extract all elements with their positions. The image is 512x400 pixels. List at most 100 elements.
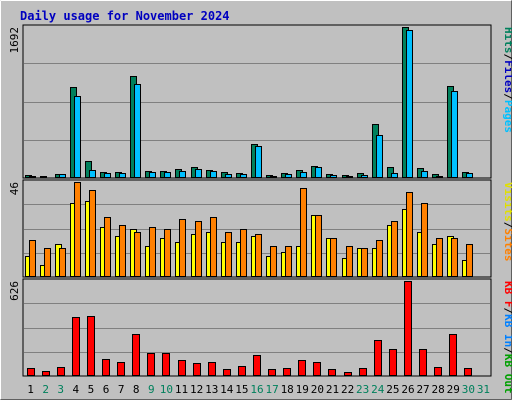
bar-kb-f-day-10 [162, 353, 170, 376]
bar-kb-f-day-5 [87, 316, 95, 376]
bar-kb-f-day-11 [178, 360, 186, 376]
bar-sites-day-13 [210, 217, 217, 277]
panel-legend: Visits/Sites [502, 182, 512, 262]
bar-files-day-15 [240, 174, 247, 178]
x-tick-label-day-8: 8 [133, 383, 140, 396]
bar-files-day-9 [149, 172, 156, 178]
legend-entry: / [502, 347, 512, 354]
bar-kb-f-day-1 [27, 368, 35, 376]
bar-sites-day-17 [270, 246, 277, 277]
legend-entry: KB In [502, 314, 512, 347]
bar-sites-day-22 [346, 246, 353, 277]
legend-entry: Hits [502, 27, 512, 54]
bar-sites-day-1 [29, 240, 36, 277]
bar-kb-f-day-17 [268, 369, 276, 376]
bar-files-day-13 [210, 171, 217, 178]
x-tick-label-day-30: 30 [462, 383, 475, 396]
x-tick-label-day-10: 10 [160, 383, 173, 396]
bar-sites-day-14 [225, 232, 232, 277]
bar-kb-f-day-25 [389, 349, 397, 376]
bar-kb-f-day-22 [344, 372, 352, 376]
bar-kb-f-day-21 [328, 369, 336, 376]
bar-sites-day-12 [195, 221, 202, 277]
bar-files-day-11 [179, 171, 186, 178]
bar-kb-f-day-16 [253, 355, 261, 376]
legend-entry: Files [502, 60, 512, 93]
bar-files-day-27 [421, 171, 428, 178]
bar-sites-day-21 [330, 238, 337, 277]
x-tick-label-day-19: 19 [296, 383, 309, 396]
bar-sites-day-26 [406, 192, 413, 277]
bar-files-day-20 [315, 167, 322, 178]
panel-legend: Hits/Files/Pages [502, 27, 512, 133]
x-tick-label-day-26: 26 [401, 383, 414, 396]
legend-entry: Visits [502, 182, 512, 222]
bar-files-day-5 [89, 170, 96, 178]
bar-files-day-30 [466, 173, 473, 178]
legend-entry: Sites [502, 228, 512, 261]
bar-kb-f-day-23 [359, 368, 367, 376]
bar-files-day-23 [361, 175, 368, 178]
bar-hits-day-2 [40, 176, 47, 178]
x-tick-label-day-2: 2 [42, 383, 49, 396]
bar-kb-f-day-30 [464, 368, 472, 376]
legend-entry: Pages [502, 100, 512, 133]
x-tick-label-day-14: 14 [220, 383, 234, 396]
x-tick-label-day-23: 23 [356, 383, 369, 396]
bar-sites-day-11 [179, 219, 186, 277]
bar-kb-f-day-12 [193, 363, 201, 376]
bar-files-day-16 [255, 146, 262, 178]
bar-files-day-18 [285, 174, 292, 178]
x-tick-label-day-13: 13 [205, 383, 218, 396]
bar-files-day-25 [391, 173, 398, 178]
bar-hits-day-5 [85, 161, 92, 178]
bar-sites-day-29 [451, 238, 458, 277]
x-tick-label-day-4: 4 [73, 383, 80, 396]
bar-files-day-28 [436, 176, 443, 178]
bar-kb-f-day-13 [208, 362, 216, 376]
x-tick-label-day-1: 1 [27, 383, 34, 396]
x-tick-label-day-18: 18 [281, 383, 294, 396]
panel-max-label: 46 [8, 182, 21, 195]
bar-sites-day-15 [240, 229, 247, 277]
bar-files-day-19 [300, 172, 307, 178]
bar-files-day-6 [104, 173, 111, 178]
bar-files-day-8 [134, 84, 141, 178]
x-tick-label-day-20: 20 [311, 383, 324, 396]
x-tick-label-day-27: 27 [416, 383, 429, 396]
bar-sites-day-20 [315, 215, 322, 277]
bar-sites-day-18 [285, 246, 292, 277]
bar-sites-day-6 [104, 217, 111, 277]
bar-sites-day-7 [119, 225, 126, 277]
bar-sites-day-23 [361, 248, 368, 277]
legend-entry: / [502, 93, 512, 100]
x-tick-label-day-7: 7 [118, 383, 125, 396]
bar-files-day-17 [270, 176, 277, 178]
x-tick-label-day-12: 12 [190, 383, 203, 396]
legend-entry: / [502, 308, 512, 315]
bar-kb-f-day-19 [298, 360, 306, 376]
bar-kb-f-day-15 [238, 366, 246, 376]
bar-kb-f-day-28 [434, 367, 442, 376]
bar-kb-f-day-24 [374, 340, 382, 376]
bar-files-day-24 [376, 135, 383, 178]
x-axis-day-labels: 1 2 3 4 5 6 7 8 9 10 11 12 13 14 15 16 17 18 19 20 21 22 23 24 2… [27, 383, 490, 396]
x-tick-label-day-9: 9 [148, 383, 155, 396]
panel-2: 46 Visits/Sites [8, 179, 512, 278]
bar-sites-day-27 [421, 203, 428, 277]
bar-sites-day-16 [255, 234, 262, 277]
x-tick-label-day-5: 5 [88, 383, 95, 396]
bar-sites-day-25 [391, 221, 398, 277]
bar-sites-day-19 [300, 188, 307, 277]
bar-kb-f-day-18 [283, 368, 291, 376]
bar-files-day-21 [330, 175, 337, 178]
legend-entry: KB F [502, 281, 512, 308]
bar-files-day-22 [346, 176, 353, 178]
bar-files-day-3 [59, 174, 66, 178]
bar-sites-day-3 [59, 248, 66, 277]
x-tick-label-day-29: 29 [447, 383, 460, 396]
x-tick-label-day-24: 24 [371, 383, 385, 396]
x-tick-label-day-17: 17 [265, 383, 278, 396]
